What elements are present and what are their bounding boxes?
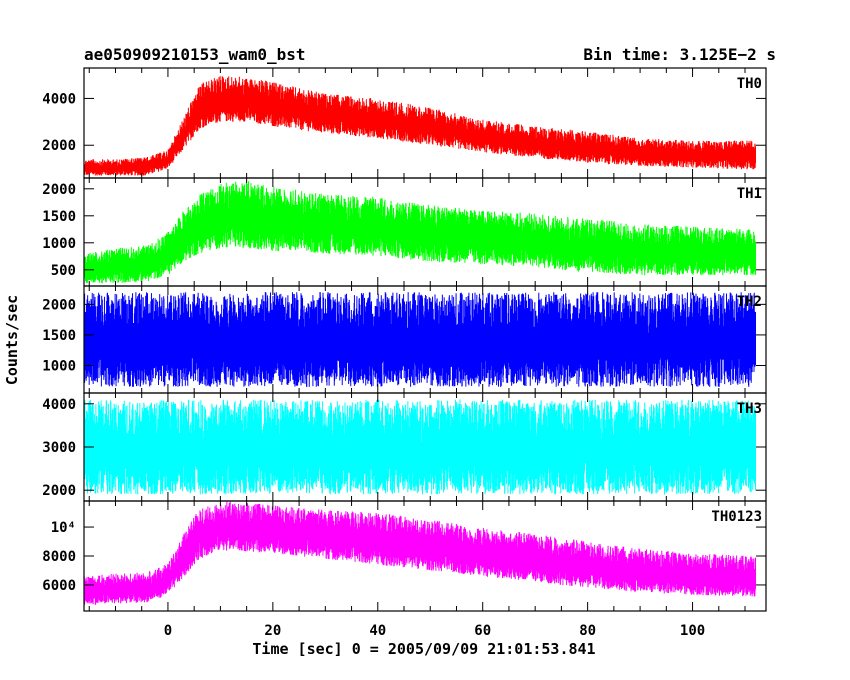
x-tick-label: 60 [474, 623, 491, 639]
y-tick-label-th2: 1000 [42, 358, 76, 374]
y-tick-label-th1: 2000 [42, 182, 76, 198]
y-tick-label-th0123: 6000 [42, 578, 76, 594]
panels-group: TH020004000TH1500100015002000TH210001500… [42, 67, 767, 639]
x-tick-label: 100 [680, 623, 705, 639]
x-tick-label: 40 [369, 623, 386, 639]
series-trace-th0123 [83, 501, 757, 605]
y-tick-label-th1: 1500 [42, 209, 76, 225]
panel-label-th0: TH0 [737, 76, 762, 92]
y-tick-label-th1: 1000 [42, 236, 76, 252]
y-tick-label-th2: 1500 [42, 328, 76, 344]
y-axis-label: Counts/sec [3, 295, 21, 385]
y-tick-label-th0123: 10⁴ [51, 520, 76, 536]
observation-id-title: ae050909210153_wam0_bst [84, 45, 306, 64]
x-tick-label: 20 [264, 623, 281, 639]
panel-label-th3: TH3 [737, 401, 762, 417]
y-tick-label-th3: 4000 [42, 397, 76, 413]
series-trace-th0 [83, 76, 757, 176]
bin-time-label: Bin time: 3.125E−2 s [583, 45, 776, 64]
series-trace-th2 [83, 292, 757, 387]
x-axis-label: Time [sec] 0 = 2005/09/09 21:01:53.841 [252, 640, 595, 658]
y-tick-label-th2: 2000 [42, 297, 76, 313]
y-tick-label-th0: 2000 [42, 138, 76, 154]
y-tick-label-th0: 4000 [42, 91, 76, 107]
panel-label-th1: TH1 [737, 186, 762, 202]
x-tick-label: 0 [164, 623, 172, 639]
series-trace-th3 [83, 399, 757, 495]
series-trace-th1 [83, 181, 757, 284]
y-tick-label-th3: 2000 [42, 483, 76, 499]
y-tick-label-th1: 500 [51, 263, 76, 279]
y-tick-label-th3: 3000 [42, 440, 76, 456]
x-tick-label: 80 [579, 623, 596, 639]
panel-label-th0123: TH0123 [711, 509, 762, 525]
y-tick-label-th0123: 8000 [42, 549, 76, 565]
panel-label-th2: TH2 [737, 294, 762, 310]
